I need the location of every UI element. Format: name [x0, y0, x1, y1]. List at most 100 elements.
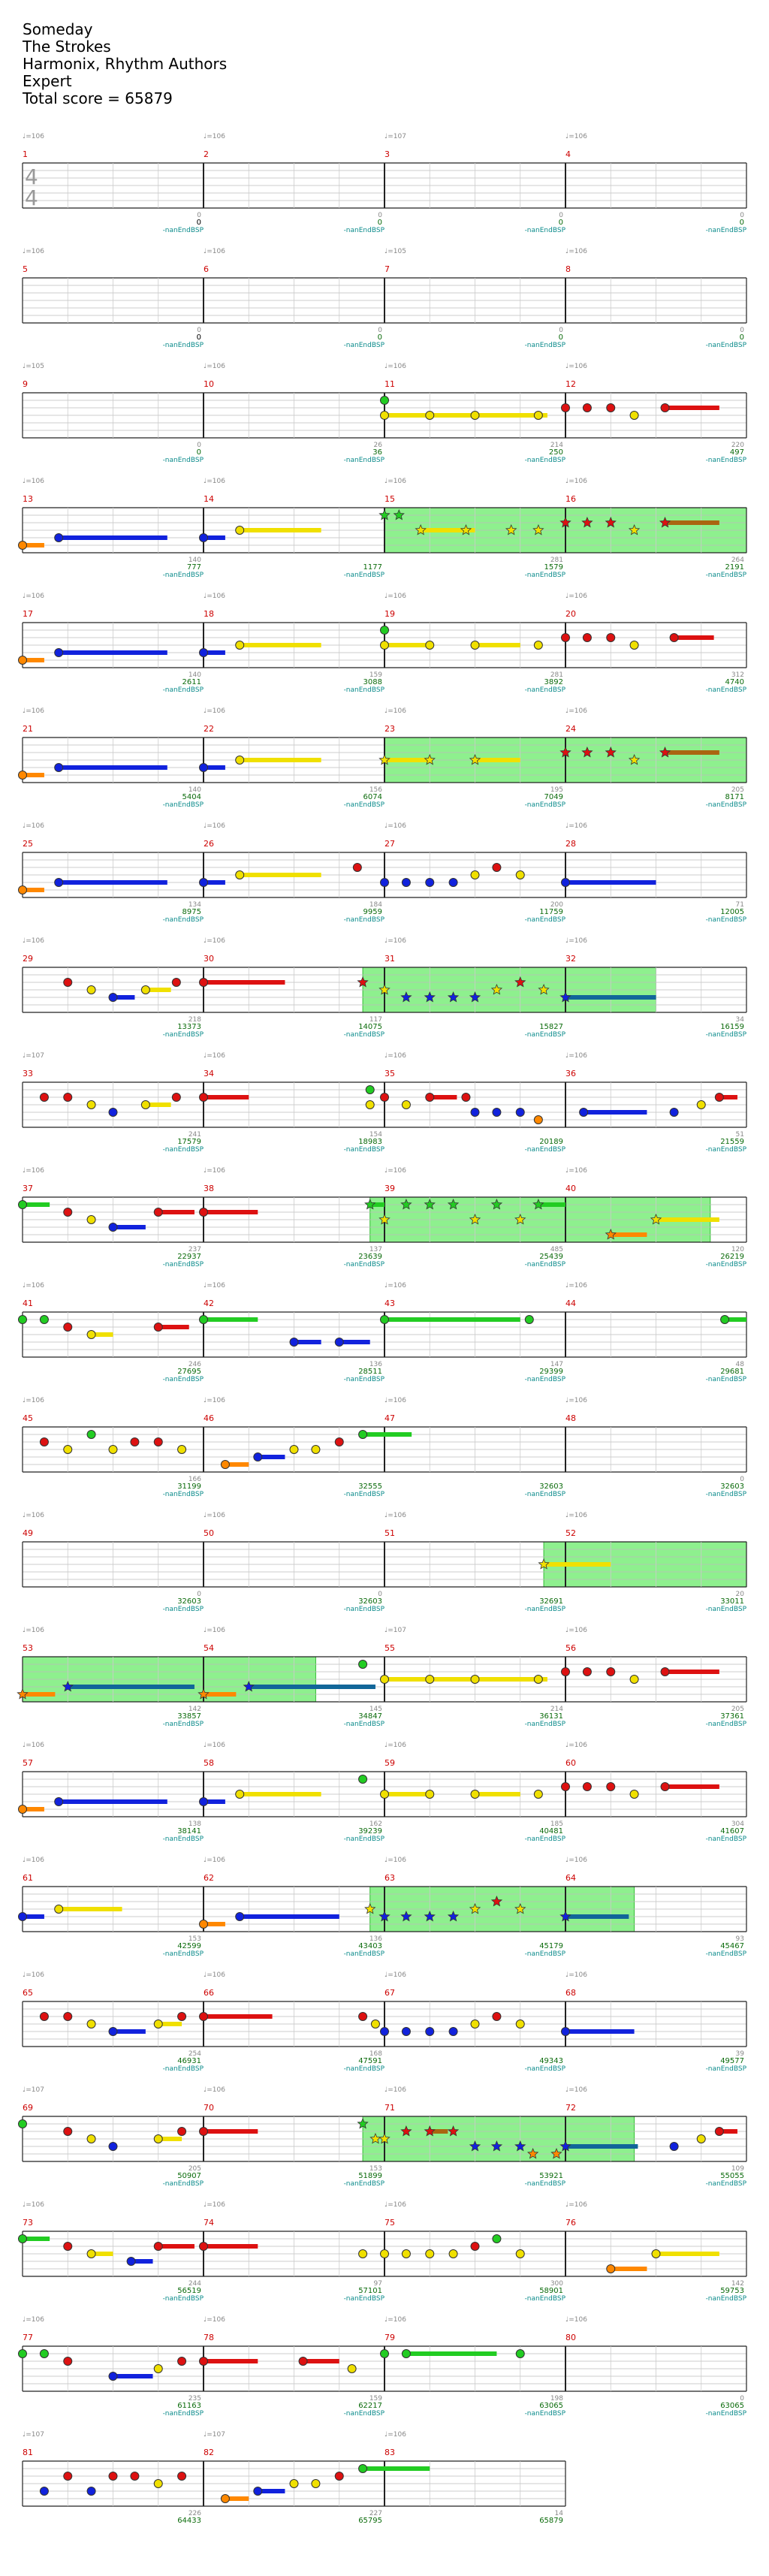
note-gem [380, 1790, 389, 1799]
measure-subscore: 120 [731, 1246, 744, 1253]
measure-subscore: 184 [369, 901, 382, 909]
measure-score: 49577 [720, 2057, 744, 2065]
bsp-label: -nanEndBSP [525, 1031, 566, 1039]
note-gem [18, 1805, 27, 1814]
note-gem [199, 648, 208, 657]
measure-number: 83 [384, 2448, 395, 2457]
tempo-marker: ♩=106 [384, 1742, 406, 1749]
measure-subscore: 0 [197, 327, 201, 334]
note-gem [470, 870, 480, 879]
note-gem [311, 1445, 321, 1454]
chart-row [22, 2001, 747, 2047]
measure-score: 32555 [358, 1483, 382, 1491]
chart-row [22, 1541, 747, 1588]
note-gem [492, 2012, 502, 2021]
sustain-tail [430, 2129, 448, 2134]
star-note [469, 991, 481, 1003]
star-note [364, 1902, 376, 1914]
note-gem [470, 2019, 480, 2029]
bsp-label: -nanEndBSP [344, 1146, 385, 1154]
sustain-tail [240, 643, 321, 647]
tempo-marker: ♩=106 [384, 707, 406, 715]
bsp-label: -nanEndBSP [706, 1721, 747, 1728]
sustain-tail [656, 2252, 719, 2256]
note-gem [18, 2349, 27, 2358]
tempo-marker: ♩=106 [23, 937, 44, 945]
sustain-tail [584, 1110, 647, 1115]
tempo-marker: ♩=106 [384, 593, 406, 600]
tempo-marker: ♩=106 [384, 1512, 406, 1519]
tempo-marker: ♩=106 [204, 248, 225, 255]
sustain-tail [68, 1685, 195, 1689]
sustain-tail [363, 1432, 412, 1437]
measure-subscore: 214 [550, 442, 563, 449]
bsp-label: -nanEndBSP [344, 1031, 385, 1039]
sustain-tail [204, 2129, 258, 2134]
sustain-tail [23, 1807, 44, 1811]
chart-row [18, 2345, 747, 2392]
tempo-marker: ♩=106 [23, 1627, 44, 1634]
measure-score: 36131 [539, 1712, 563, 1721]
measure-subscore: 0 [378, 1591, 382, 1598]
measure-subscore: 138 [188, 1820, 201, 1828]
measure-number: 36 [565, 1069, 576, 1078]
sustain-tail [204, 650, 225, 655]
bsp-label: -nanEndBSP [163, 916, 204, 924]
measure-score: 40481 [539, 1827, 563, 1835]
measure-number: 29 [23, 954, 33, 964]
measure-subscore: 0 [197, 1591, 201, 1598]
note-gem [606, 1782, 616, 1791]
sustain-tail [145, 988, 171, 992]
sustain-tail [384, 1317, 520, 1322]
note-gem [289, 1338, 299, 1347]
bsp-label: -nanEndBSP [525, 1376, 566, 1383]
measure-number: 71 [384, 2103, 395, 2113]
sustain-tail [475, 643, 520, 647]
bsp-label: -nanEndBSP [525, 2410, 566, 2418]
sustain-tail [204, 2359, 258, 2363]
measure-number: 46 [204, 1413, 214, 1423]
tempo-marker: ♩=106 [204, 1052, 225, 1060]
measure-subscore: 48 [736, 1361, 745, 1368]
star-note [581, 746, 593, 758]
measure-subscore: 153 [188, 1935, 201, 1943]
bsp-label: -nanEndBSP [163, 457, 204, 464]
note-gem [39, 1093, 49, 1102]
note-gem [561, 2027, 570, 2036]
chart-row [18, 1771, 747, 1817]
star-note [659, 516, 671, 528]
measure-score: 50907 [177, 2172, 201, 2180]
tempo-marker: ♩=106 [384, 1052, 406, 1060]
tempo-marker: ♩=106 [565, 937, 587, 945]
bsp-label: -nanEndBSP [525, 1835, 566, 1843]
time-signature-bottom: 4 [25, 186, 38, 210]
note-gem [425, 878, 435, 887]
note-gem [561, 1782, 570, 1791]
note-gem [358, 1430, 368, 1439]
sustain-tail [544, 1562, 611, 1567]
note-gem [334, 1338, 344, 1347]
tempo-marker: ♩=106 [565, 1052, 587, 1060]
measure-number: 45 [23, 1413, 33, 1423]
star-note [415, 523, 427, 535]
note-gem [63, 1323, 73, 1332]
sustain-tail [656, 1217, 719, 1222]
measure-number: 59 [384, 1758, 395, 1768]
sustain-tail [665, 1670, 719, 1674]
note-gem [199, 1093, 208, 1102]
tempo-marker: ♩=105 [23, 363, 44, 370]
measure-score: 0 [197, 448, 201, 457]
measure-number: 75 [384, 2218, 395, 2228]
measure-number: 33 [23, 1069, 33, 1078]
note-gem [629, 1790, 639, 1799]
star-note [490, 983, 503, 995]
note-gem [582, 633, 592, 642]
note-gem [561, 878, 570, 887]
sustain-tail [131, 2259, 153, 2264]
note-gem [153, 2479, 163, 2488]
sustain-tail [475, 1792, 520, 1796]
note-gem [606, 2264, 616, 2273]
note-gem [63, 2357, 73, 2366]
measure-number: 22 [204, 724, 214, 734]
chart-row [22, 1656, 747, 1703]
